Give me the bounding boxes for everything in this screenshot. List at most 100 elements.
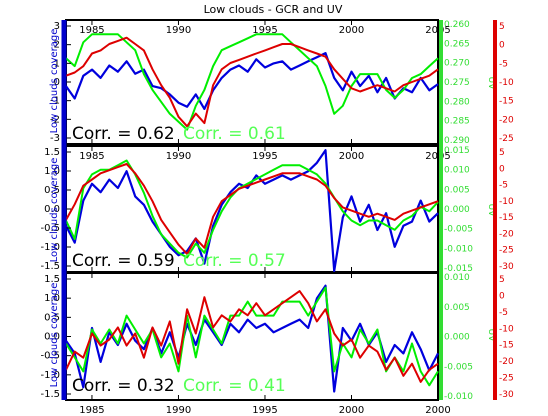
left-axis-middle: 1.5 1.0 0.5 0.0 -0.5 -1.0 -1.5	[40, 147, 71, 272]
left-axis-label-middle: Low clouds coverage	[49, 158, 60, 263]
gcr-tick-label: -20	[499, 357, 514, 367]
corr-label-bottom: Corr. = 0.32	[72, 376, 175, 396]
uv-tick-label: -0.010	[444, 392, 473, 402]
left-tick-label: 0.5	[44, 312, 60, 323]
uv-tick-label: 0.285	[444, 117, 470, 127]
x-tick-label: 2000	[339, 25, 364, 36]
uv-axis-bottom: 0.010 0.005 0.000 -0.005 -0.010	[444, 273, 473, 402]
gcr-tick-label: -5	[499, 308, 508, 318]
low_clouds-series-line-bottom	[65, 284, 439, 393]
gcr-tick-label: -25	[499, 134, 514, 144]
uv-tick-label: 0.290	[444, 136, 470, 146]
gcr-series-line-middle	[65, 163, 439, 255]
x-tick-label: 1995	[252, 405, 277, 416]
x-tick-label: 1985	[79, 151, 104, 162]
left-tick-label: -2	[50, 114, 60, 125]
left-tick-label: -0.5	[40, 351, 60, 362]
gcr-tick-label: -15	[499, 341, 514, 351]
uv-axis-label-bottom: UV	[486, 329, 496, 343]
gcr-tick-label: 5	[499, 22, 505, 32]
uv-tick-label: 0.010	[444, 166, 470, 176]
uv-tick-label: 0.280	[444, 97, 470, 107]
uv-axis-top: 0.260 0.265 0.270 0.275 0.280 0.285 0.290	[444, 20, 470, 146]
left-tick-label: 0.5	[44, 185, 60, 196]
left-tick-label: 3	[54, 21, 60, 32]
left-tick-label: 1.5	[44, 274, 60, 285]
uv-tick-label: 0.005	[444, 303, 470, 313]
gcr-tick-label: -20	[499, 115, 514, 125]
x-tick-label: 2005	[425, 151, 450, 162]
x-tick-label: 2005	[425, 25, 450, 36]
uv-axis-middle: 0.015 0.010 0.005 0.000 -0.005 -0.010 -0.015	[444, 146, 473, 274]
uv-tick-label: 0.000	[444, 205, 470, 215]
gcr-tick-label: 0	[499, 291, 505, 301]
gcr-tick-label: -5	[499, 59, 508, 69]
uv-tick-label: 0.000	[444, 333, 470, 343]
x-axis-middle: 1985 1990 1995 2000 2005	[79, 146, 451, 272]
left-axis-top: 3 2 1 0 -1 -2 -3	[50, 21, 71, 144]
left-tick-label: -1.0	[40, 370, 60, 381]
gcr-tick-label: -10	[499, 197, 514, 207]
gcr-axis-middle: 5 0 -5 -10 -15 -20 -25 -30	[499, 148, 514, 272]
left-tick-label: -0.5	[40, 223, 60, 234]
corr-uv-label-top: Corr. = 0.61	[183, 124, 286, 144]
left-axis-bottom: 1.5 1.0 0.5 0.0 -0.5 -1.0 -1.5	[40, 274, 71, 400]
left-axis-label-bottom: Low clouds coverage	[49, 283, 60, 388]
plot-area-top	[65, 19, 439, 145]
corr-uv-label-bottom: Corr. = 0.41	[183, 376, 286, 396]
panel-bottom: 1.5 1.0 0.5 0.0 -0.5 -1.0 -1.5 0.010 0.005 0.000…	[40, 272, 514, 416]
x-tick-label: 2000	[339, 151, 364, 162]
left-tick-label: 0.0	[44, 204, 60, 215]
uv-axis-label-top: UV	[486, 77, 496, 91]
left-tick-label: 1.0	[44, 166, 60, 177]
x-tick-label: 1985	[79, 405, 104, 416]
left-axis-label-top: Low clouds coverage	[49, 29, 60, 134]
gcr-tick-label: -25	[499, 374, 514, 384]
low_clouds-series-line-top	[65, 51, 439, 111]
left-tick-label: -3	[50, 133, 60, 144]
left-tick-label: -1.5	[40, 389, 60, 400]
uv-tick-label: -0.010	[444, 244, 473, 254]
uv-tick-label: 0.005	[444, 185, 470, 195]
left-tick-label: -1	[50, 96, 60, 107]
gcr-tick-label: -10	[499, 78, 514, 88]
x-tick-label: 1995	[252, 25, 277, 36]
uv-tick-label: 0.010	[444, 273, 470, 283]
x-tick-label: 2000	[425, 405, 450, 416]
gcr-axis-bottom: 5 0 -5 -10 -15 -20 -25 -30	[499, 275, 514, 400]
x-tick-label: 1985	[79, 25, 104, 36]
uv-tick-label: -0.015	[444, 264, 473, 274]
left-tick-label: -1.5	[40, 261, 60, 272]
uv-tick-label: 0.270	[444, 59, 470, 69]
gcr-tick-label: -25	[499, 246, 514, 256]
left-tick-label: 1.5	[44, 147, 60, 158]
uv-axis-label-middle: UV	[486, 204, 496, 218]
left-tick-label: 1	[54, 58, 60, 69]
left-tick-label: 0	[54, 77, 60, 88]
uv-series-line-top	[65, 33, 439, 131]
x-tick-label: 1990	[166, 25, 191, 36]
panel-top: 3 2 1 0 -1 -2 -3 0.260 0.265 0.270 0.275 0.280 0.28…	[49, 19, 514, 146]
gcr-tick-label: 0	[499, 164, 505, 174]
gcr-tick-label: 5	[499, 148, 505, 158]
gcr-series-line-bottom	[65, 290, 439, 383]
gcr-tick-label: -5	[499, 181, 508, 191]
left-tick-label: -1.0	[40, 242, 60, 253]
gcr-tick-label: 0	[499, 41, 505, 51]
gcr-axis-top: 5 0 -5 -10 -15 -20 -25	[499, 22, 514, 144]
uv-tick-label: 0.265	[444, 39, 470, 49]
gcr-tick-label: -10	[499, 324, 514, 334]
uv-series-line-middle	[65, 159, 439, 259]
gcr-tick-label: -15	[499, 97, 514, 107]
uv-tick-label: 0.260	[444, 20, 470, 30]
uv-tick-label: -0.005	[444, 225, 473, 235]
gcr-series-line-top	[65, 36, 439, 128]
gcr-tick-label: -30	[499, 390, 514, 400]
x-axis-top: 1985 1990 1995 2000 2005	[79, 20, 451, 144]
x-tick-label: 1990	[166, 151, 191, 162]
x-tick-label: 1995	[252, 151, 277, 162]
gcr-tick-label: 5	[499, 275, 505, 285]
chart-title: Low clouds - GCR and UV	[204, 3, 343, 16]
x-axis-bottom: 1985 1990 1995 2000 2000	[79, 273, 451, 416]
